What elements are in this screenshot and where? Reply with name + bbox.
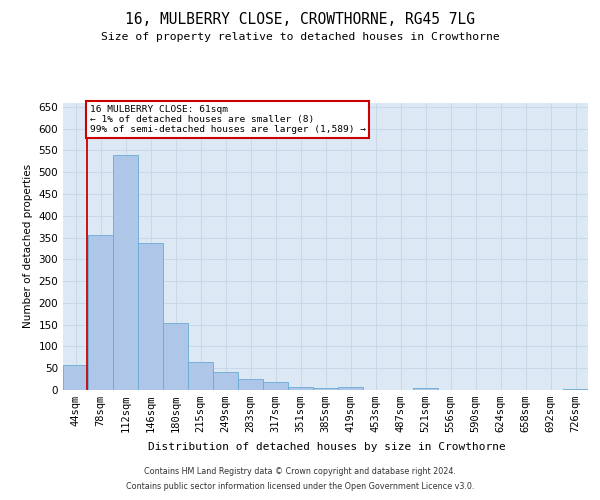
- Bar: [88, 236, 113, 390]
- Text: Contains public sector information licensed under the Open Government Licence v3: Contains public sector information licen…: [126, 482, 474, 491]
- Bar: [63, 365, 88, 390]
- Text: Distribution of detached houses by size in Crowthorne: Distribution of detached houses by size …: [148, 442, 506, 452]
- Bar: [413, 388, 438, 390]
- Text: Size of property relative to detached houses in Crowthorne: Size of property relative to detached ho…: [101, 32, 499, 42]
- Bar: [338, 386, 363, 390]
- Y-axis label: Number of detached properties: Number of detached properties: [23, 164, 33, 328]
- Bar: [188, 362, 213, 390]
- Bar: [313, 388, 338, 390]
- Bar: [213, 372, 238, 390]
- Bar: [263, 382, 288, 390]
- Bar: [288, 386, 313, 390]
- Text: 16, MULBERRY CLOSE, CROWTHORNE, RG45 7LG: 16, MULBERRY CLOSE, CROWTHORNE, RG45 7LG: [125, 12, 475, 28]
- Bar: [113, 155, 138, 390]
- Bar: [238, 379, 263, 390]
- Text: Contains HM Land Registry data © Crown copyright and database right 2024.: Contains HM Land Registry data © Crown c…: [144, 467, 456, 476]
- Bar: [138, 243, 163, 390]
- Bar: [563, 389, 588, 390]
- Bar: [163, 324, 188, 390]
- Text: 16 MULBERRY CLOSE: 61sqm
← 1% of detached houses are smaller (8)
99% of semi-det: 16 MULBERRY CLOSE: 61sqm ← 1% of detache…: [89, 104, 365, 134]
